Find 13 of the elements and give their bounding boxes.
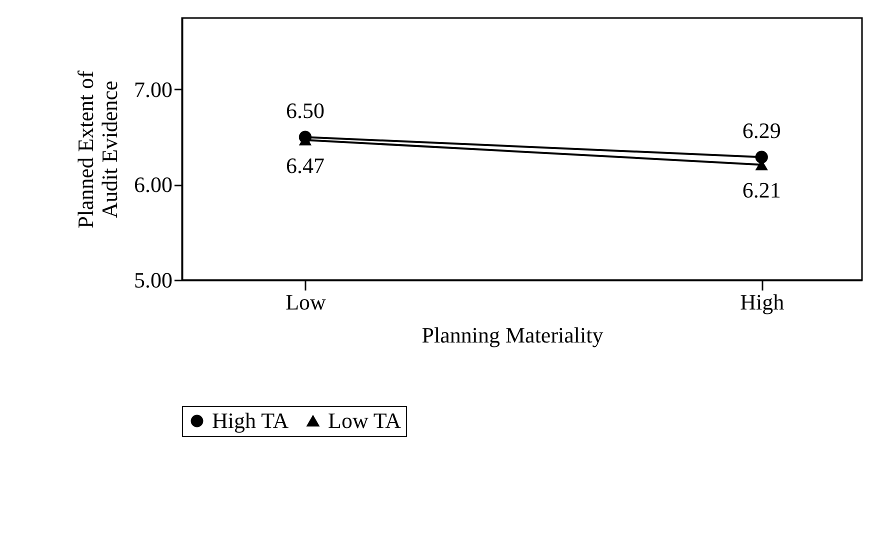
x-axis-title: Planning Materiality [422, 322, 604, 348]
data-label: 6.21 [742, 178, 781, 203]
legend-label: High TA [212, 408, 289, 433]
y-tick-label: 7.00 [134, 76, 172, 102]
data-label: 6.50 [286, 98, 324, 124]
legend-label: Low TA [328, 408, 402, 433]
data-label: 6.29 [742, 118, 781, 144]
x-tick-label: High [740, 290, 784, 314]
y-axis-title: Planned Extent of Audit Evidence [73, 70, 122, 228]
y-tick-label: 5.00 [134, 268, 172, 292]
x-tick-label: Low [286, 290, 326, 314]
data-label: 6.47 [286, 152, 324, 178]
y-tick-label: 6.00 [134, 172, 172, 198]
